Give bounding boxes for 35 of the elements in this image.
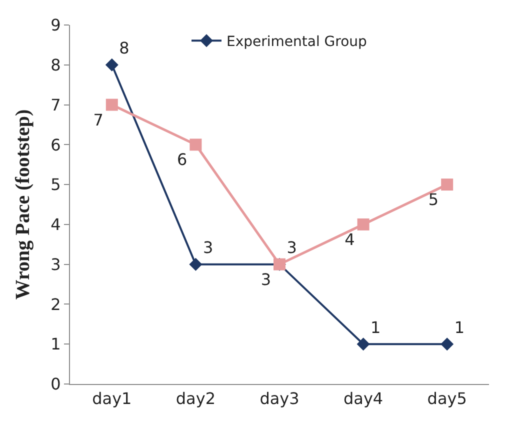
- y-tick-label: 6: [50, 135, 61, 154]
- point: [190, 138, 202, 151]
- y-tick-label: 7: [50, 95, 61, 114]
- data-label: 6: [177, 150, 188, 170]
- x-tick-label: day3: [260, 389, 300, 408]
- data-label: 3: [202, 238, 214, 258]
- point: [189, 258, 202, 271]
- data-label: 1: [370, 318, 381, 337]
- x-tick-label: day2: [176, 389, 216, 408]
- point: [357, 218, 370, 230]
- y-tick-label: 1: [50, 334, 61, 354]
- y-tick-label: 2: [50, 294, 61, 314]
- y-tick-label: 9: [50, 16, 61, 35]
- data-label: 4: [344, 230, 355, 249]
- y-tick-label: 5: [50, 175, 61, 194]
- data-label: 3: [286, 238, 297, 258]
- data-label: 8: [119, 38, 130, 58]
- x-tick-label: day5: [427, 389, 467, 408]
- y-axis-title: Wrong Pace (footstep): [12, 109, 34, 300]
- y-tick-label: 4: [50, 215, 61, 234]
- point: [440, 338, 454, 351]
- point: [106, 98, 118, 111]
- x-tick-label: day4: [343, 389, 384, 408]
- data-label: 7: [93, 110, 104, 130]
- y-tick-label: 8: [50, 55, 61, 74]
- legend-label: Experimental Group: [226, 34, 368, 50]
- y-tick-label: 3: [50, 254, 61, 274]
- data-label: 1: [454, 318, 465, 337]
- point: [356, 338, 370, 351]
- point: [105, 58, 118, 72]
- x-tick-label: day1: [92, 389, 132, 408]
- y-tick-label: 0: [50, 374, 61, 394]
- data-label: 3: [260, 270, 271, 289]
- data-label: 5: [428, 190, 439, 210]
- point: [441, 178, 454, 191]
